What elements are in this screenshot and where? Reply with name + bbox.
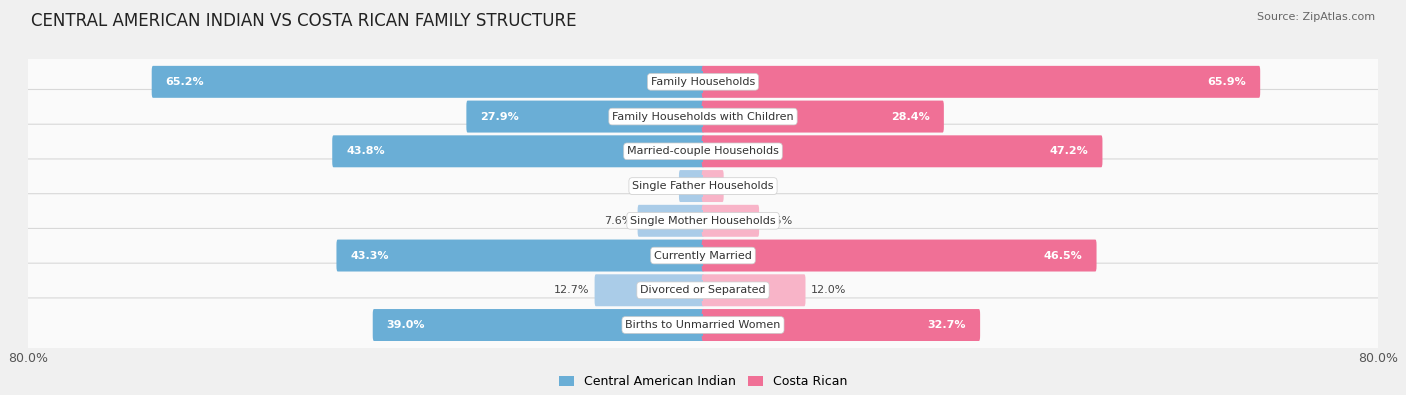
Bar: [592, 141, 703, 162]
FancyBboxPatch shape: [702, 66, 1260, 98]
Text: Currently Married: Currently Married: [654, 250, 752, 261]
FancyBboxPatch shape: [702, 170, 724, 202]
Text: 12.7%: 12.7%: [554, 285, 589, 295]
Text: 47.2%: 47.2%: [1050, 146, 1088, 156]
Bar: [703, 245, 821, 266]
Text: Source: ZipAtlas.com: Source: ZipAtlas.com: [1257, 12, 1375, 22]
Text: Births to Unmarried Women: Births to Unmarried Women: [626, 320, 780, 330]
FancyBboxPatch shape: [702, 101, 943, 133]
Text: Divorced or Separated: Divorced or Separated: [640, 285, 766, 295]
Bar: [538, 71, 703, 92]
Bar: [671, 280, 703, 301]
FancyBboxPatch shape: [702, 274, 806, 306]
Bar: [703, 71, 870, 92]
Text: 65.9%: 65.9%: [1208, 77, 1246, 87]
Bar: [703, 314, 786, 336]
Bar: [683, 210, 703, 231]
Text: Single Mother Households: Single Mother Households: [630, 216, 776, 226]
Legend: Central American Indian, Costa Rican: Central American Indian, Costa Rican: [554, 370, 852, 393]
FancyBboxPatch shape: [702, 309, 980, 341]
FancyBboxPatch shape: [595, 274, 704, 306]
FancyBboxPatch shape: [152, 66, 704, 98]
Bar: [605, 314, 703, 336]
FancyBboxPatch shape: [17, 124, 1389, 179]
Bar: [703, 280, 734, 301]
Text: CENTRAL AMERICAN INDIAN VS COSTA RICAN FAMILY STRUCTURE: CENTRAL AMERICAN INDIAN VS COSTA RICAN F…: [31, 12, 576, 30]
Text: 46.5%: 46.5%: [1043, 250, 1083, 261]
Bar: [703, 106, 775, 127]
FancyBboxPatch shape: [17, 90, 1389, 144]
Text: 6.5%: 6.5%: [765, 216, 793, 226]
FancyBboxPatch shape: [332, 135, 704, 167]
FancyBboxPatch shape: [679, 170, 704, 202]
FancyBboxPatch shape: [17, 55, 1389, 109]
Text: 2.3%: 2.3%: [730, 181, 758, 191]
Text: 43.8%: 43.8%: [346, 146, 385, 156]
Text: Family Households with Children: Family Households with Children: [612, 111, 794, 122]
Bar: [696, 175, 703, 197]
FancyBboxPatch shape: [373, 309, 704, 341]
FancyBboxPatch shape: [702, 135, 1102, 167]
FancyBboxPatch shape: [702, 239, 1097, 271]
FancyBboxPatch shape: [17, 298, 1389, 352]
Text: 2.7%: 2.7%: [645, 181, 673, 191]
Bar: [593, 245, 703, 266]
Bar: [703, 141, 823, 162]
Bar: [633, 106, 703, 127]
Text: Married-couple Households: Married-couple Households: [627, 146, 779, 156]
FancyBboxPatch shape: [467, 101, 704, 133]
FancyBboxPatch shape: [17, 194, 1389, 248]
FancyBboxPatch shape: [17, 159, 1389, 213]
Bar: [703, 210, 720, 231]
Text: Single Father Households: Single Father Households: [633, 181, 773, 191]
FancyBboxPatch shape: [17, 228, 1389, 283]
FancyBboxPatch shape: [638, 205, 704, 237]
Text: 28.4%: 28.4%: [891, 111, 929, 122]
Text: 7.6%: 7.6%: [603, 216, 633, 226]
Text: 43.3%: 43.3%: [350, 250, 389, 261]
Text: 65.2%: 65.2%: [166, 77, 204, 87]
Text: 39.0%: 39.0%: [387, 320, 425, 330]
FancyBboxPatch shape: [702, 205, 759, 237]
Text: 27.9%: 27.9%: [481, 111, 519, 122]
Text: 32.7%: 32.7%: [928, 320, 966, 330]
Text: Family Households: Family Households: [651, 77, 755, 87]
Bar: [703, 175, 709, 197]
FancyBboxPatch shape: [17, 263, 1389, 317]
Text: 12.0%: 12.0%: [811, 285, 846, 295]
FancyBboxPatch shape: [336, 239, 704, 271]
